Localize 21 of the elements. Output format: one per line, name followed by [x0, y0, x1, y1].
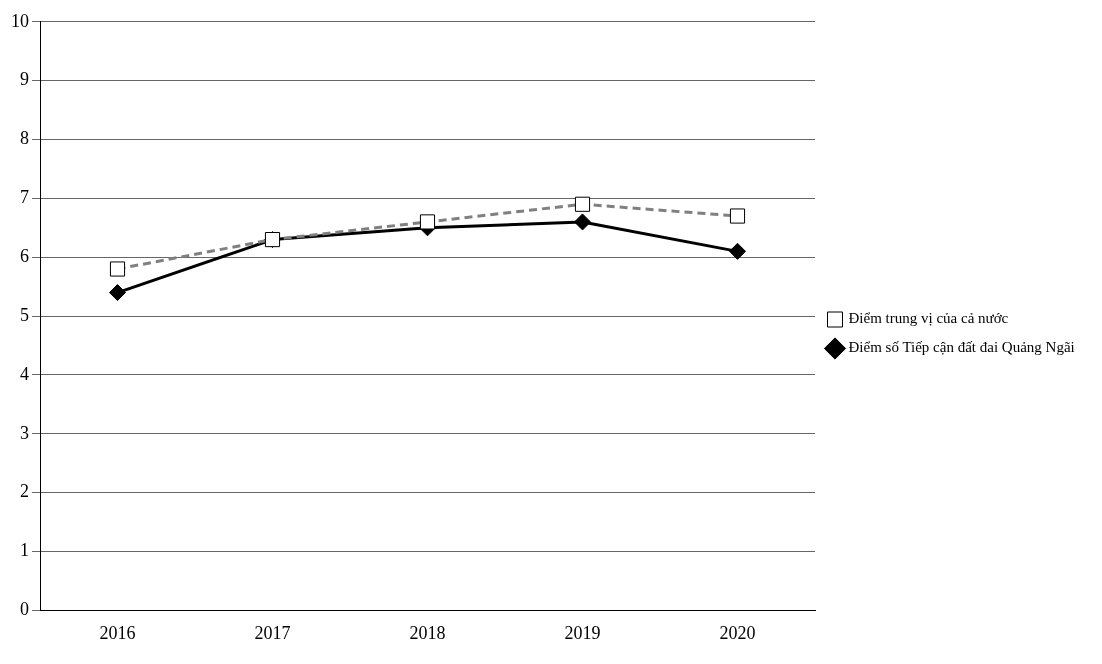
y-tick-label: 8 [20, 128, 29, 149]
legend-label: Điểm trung vị của cả nước [848, 310, 1009, 327]
legend-label: Điểm số Tiếp cận đất đai Quảng Ngãi [848, 339, 1075, 356]
x-tick-label: 2019 [564, 622, 601, 643]
point [109, 284, 126, 302]
x-tick-label: 2017 [254, 622, 291, 643]
y-tick-label: 4 [20, 363, 29, 384]
x-tick-label: 2020 [719, 622, 756, 643]
x-tick-label: 2018 [409, 622, 446, 643]
point [574, 213, 591, 231]
y-tick-label: 1 [20, 540, 29, 561]
y-tick-label: 2 [20, 481, 29, 502]
x-tick-label: 2016 [99, 622, 136, 643]
y-tick-label: 0 [20, 599, 29, 620]
y-tick-label: 6 [20, 245, 29, 266]
y-tick-label: 9 [20, 69, 29, 90]
point [729, 242, 746, 260]
y-tick-label: 7 [20, 187, 29, 208]
y-tick-label: 5 [20, 304, 29, 325]
y-tick-label: 3 [20, 422, 29, 443]
y-tick-label: 10 [11, 10, 29, 31]
